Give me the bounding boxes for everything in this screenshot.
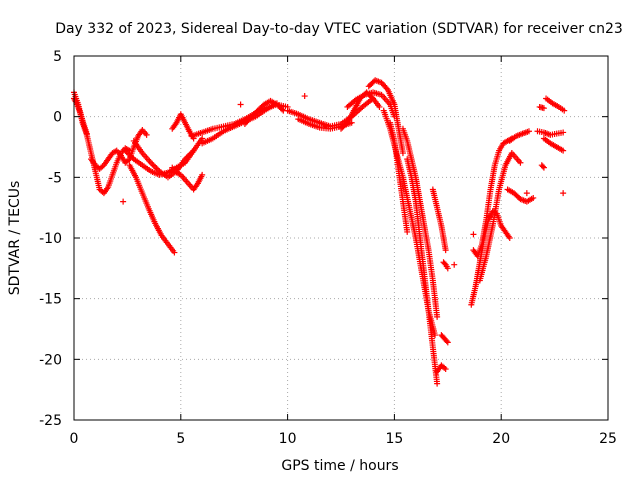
data-point [470,231,477,238]
data-point [301,93,308,100]
series-arc-26 [470,135,515,260]
data-point [441,260,448,267]
series-arc-29 [506,128,532,144]
x-tick-label: 10 [279,431,297,447]
y-tick-label: -20 [39,352,62,368]
data-point [171,249,178,256]
series-arc-19 [404,156,441,387]
y-tick-label: -5 [48,170,62,186]
data-point [237,101,244,108]
series-arc-32 [534,128,567,138]
series-arc-30 [508,150,524,166]
data-point [83,130,90,137]
data-point [186,128,193,135]
data-point [451,261,458,268]
data-point [530,194,537,201]
axis-ticks: 0 5 10 15 20 25 -25 -20 -15 -10 -5 0 5 [39,49,617,447]
y-tick-label: 0 [53,110,62,126]
series-isolated [120,93,567,268]
series-arc-27 [476,150,515,284]
y-axis-label: SDTVAR / TECUs [7,181,23,296]
series-arc-23 [438,332,451,346]
x-tick-label: 0 [70,431,79,447]
data-point [120,198,127,205]
data-point [525,128,532,135]
y-tick-label: -25 [39,413,62,429]
data-point [443,338,450,345]
data-point [399,150,406,157]
y-tick-label: -10 [39,231,62,247]
data-point [150,162,157,169]
data-point [517,159,524,166]
data-point [444,339,451,346]
series-arc-7 [169,164,206,193]
data-point [560,147,567,154]
series-arc-6 [130,137,197,181]
data-point [444,265,451,272]
data-points [71,77,568,387]
data-point [127,153,134,160]
data-point [149,161,156,168]
series-arc-35 [538,162,547,171]
series-arc-18 [387,119,411,235]
series-arc-34 [543,95,568,114]
series-arc-1 [71,89,133,197]
series-arc-21 [429,186,449,254]
series-arc-8 [169,111,197,142]
data-point [540,105,547,112]
grid-lines [74,56,608,420]
series-arc-24 [434,362,449,375]
series-arc-4 [126,162,178,256]
data-point [431,332,438,339]
series-arc-31 [536,103,547,112]
series-arc-33 [540,135,567,154]
series-arc-10 [199,100,280,147]
series-arc-15 [344,89,398,120]
data-point [442,247,449,254]
x-tick-label: 25 [599,431,617,447]
x-tick-label: 15 [385,431,403,447]
data-point [404,228,411,235]
y-tick-label: 5 [53,49,62,65]
data-point [434,380,441,387]
x-tick-label: 5 [176,431,185,447]
chart-title: Day 332 of 2023, Sidereal Day-to-day VTE… [55,21,623,37]
x-tick-label: 20 [492,431,510,447]
data-point [561,107,568,114]
series-arc-20 [399,125,441,320]
series-arc-28 [504,186,537,205]
data-point [199,171,206,178]
data-point [560,190,567,197]
data-point [190,147,197,154]
data-point [143,131,150,138]
y-tick-label: -15 [39,292,62,308]
data-point [523,190,530,197]
data-point [539,163,546,170]
series-arc-11 [241,97,287,127]
series-arc-16 [365,77,406,157]
x-axis-label: GPS time / hours [281,458,398,474]
series-arc-22 [440,259,451,272]
data-point [540,164,547,171]
data-point [279,106,286,113]
data-point [434,313,441,320]
series-arc-12 [284,95,377,130]
data-point [560,129,567,136]
data-point [442,366,449,373]
data-point [376,103,383,110]
series-arc-17 [380,107,438,339]
data-point [506,235,513,241]
